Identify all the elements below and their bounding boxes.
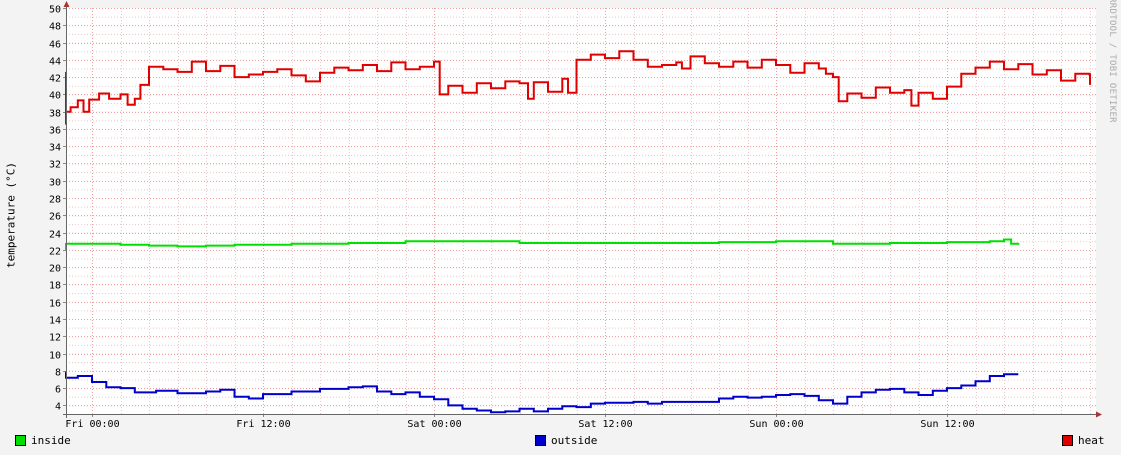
legend-item-inside: inside <box>15 434 71 447</box>
x-tick-label: Fri 00:00 <box>65 419 119 430</box>
y-tick-label: 18 <box>49 281 61 292</box>
legend-swatch-heat <box>1062 435 1073 446</box>
y-tick-label: 38 <box>49 109 61 120</box>
x-tick-label: Sun 12:00 <box>920 419 974 430</box>
x-axis-arrow-icon <box>1096 411 1102 418</box>
y-tick-label: 20 <box>49 264 61 275</box>
y-tick-label: 26 <box>49 212 61 223</box>
legend-label-outside: outside <box>551 434 598 447</box>
watermark: RRDTOOL / TOBI OETIKER <box>1107 0 1117 123</box>
y-tick-label: 6 <box>55 385 61 396</box>
y-tick-label: 30 <box>49 178 61 189</box>
legend-label-inside: inside <box>31 434 71 447</box>
series-line-inside <box>65 238 1020 250</box>
legend-swatch-outside <box>535 435 546 446</box>
y-tick-label: 50 <box>49 5 61 16</box>
x-tick-label: Fri 12:00 <box>236 419 290 430</box>
series-line-heat <box>65 50 1091 125</box>
axes <box>63 1 1102 418</box>
x-axis-ticks: Fri 00:00 Fri 12:00 Sat 00:00 Sat 12:00 Sun … <box>65 414 975 430</box>
grid <box>66 8 1096 415</box>
y-tick-label: 8 <box>55 368 61 379</box>
y-tick-label: 16 <box>49 299 61 310</box>
x-tick-label: Sat 00:00 <box>407 419 461 430</box>
y-tick-label: 48 <box>49 22 61 33</box>
plot-area <box>66 8 1096 414</box>
y-tick-label: 12 <box>49 333 61 344</box>
series-lines <box>65 50 1091 414</box>
legend-swatch-inside <box>15 435 26 446</box>
y-tick-label: 44 <box>49 57 61 68</box>
x-tick-label: Sun 00:00 <box>749 419 803 430</box>
x-tick-label: Sat 12:00 <box>578 419 632 430</box>
y-axis-ticks: 4681012141618202224262830323436384042444… <box>49 5 66 413</box>
series-line-outside <box>65 371 1019 414</box>
legend-item-heat: heat <box>1062 434 1105 447</box>
y-axis-arrow-icon <box>63 1 70 7</box>
y-tick-label: 10 <box>49 351 61 362</box>
y-tick-label: 46 <box>49 40 61 51</box>
y-tick-label: 32 <box>49 160 61 171</box>
y-tick-label: 22 <box>49 247 61 258</box>
y-tick-label: 24 <box>49 230 61 241</box>
legend-label-heat: heat <box>1078 434 1105 447</box>
y-tick-label: 42 <box>49 74 61 85</box>
y-tick-label: 40 <box>49 91 61 102</box>
y-tick-label: 14 <box>49 316 61 327</box>
y-tick-label: 4 <box>55 402 61 413</box>
legend-item-outside: outside <box>535 434 597 447</box>
legend: inside outside heat <box>0 434 1121 450</box>
y-tick-label: 34 <box>49 143 61 154</box>
y-tick-label: 36 <box>49 126 61 137</box>
y-axis-label: temperature (°C) <box>4 162 18 268</box>
y-tick-label: 28 <box>49 195 61 206</box>
